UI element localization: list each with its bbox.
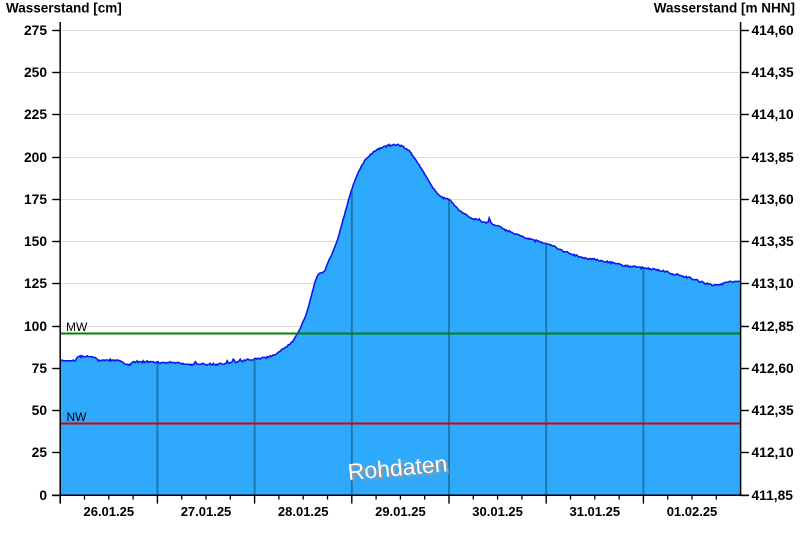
svg-text:200: 200 — [24, 150, 47, 165]
svg-text:414,60: 414,60 — [752, 23, 795, 38]
svg-text:NW: NW — [67, 410, 88, 424]
svg-text:412,60: 412,60 — [752, 361, 795, 376]
svg-text:25: 25 — [32, 445, 48, 460]
svg-text:412,10: 412,10 — [752, 445, 795, 460]
svg-text:29.01.25: 29.01.25 — [375, 504, 426, 519]
svg-text:28.01.25: 28.01.25 — [278, 504, 329, 519]
svg-text:411,85: 411,85 — [752, 488, 794, 503]
svg-text:100: 100 — [24, 319, 47, 334]
svg-text:0: 0 — [39, 488, 47, 503]
svg-text:31.01.25: 31.01.25 — [569, 504, 620, 519]
svg-text:27.01.25: 27.01.25 — [181, 504, 232, 519]
svg-text:125: 125 — [24, 276, 47, 291]
svg-text:414,10: 414,10 — [752, 107, 795, 122]
svg-text:Wasserstand [cm]: Wasserstand [cm] — [6, 1, 122, 16]
svg-text:MW: MW — [66, 320, 88, 334]
svg-text:413,60: 413,60 — [752, 192, 795, 207]
svg-text:413,85: 413,85 — [752, 150, 795, 165]
svg-text:413,10: 413,10 — [752, 276, 795, 291]
svg-text:250: 250 — [24, 65, 47, 80]
svg-text:Wasserstand [m NHN]: Wasserstand [m NHN] — [654, 1, 795, 16]
svg-text:26.01.25: 26.01.25 — [83, 504, 134, 519]
svg-text:412,35: 412,35 — [752, 403, 795, 418]
svg-text:412,85: 412,85 — [752, 319, 795, 334]
svg-text:275: 275 — [24, 23, 47, 38]
svg-text:75: 75 — [32, 361, 48, 376]
svg-text:50: 50 — [32, 403, 48, 418]
svg-text:175: 175 — [24, 192, 47, 207]
svg-text:413,35: 413,35 — [752, 234, 795, 249]
svg-text:01.02.25: 01.02.25 — [667, 504, 718, 519]
svg-text:414,35: 414,35 — [752, 65, 795, 80]
svg-text:150: 150 — [24, 234, 47, 249]
svg-text:225: 225 — [24, 107, 47, 122]
svg-text:30.01.25: 30.01.25 — [472, 504, 523, 519]
